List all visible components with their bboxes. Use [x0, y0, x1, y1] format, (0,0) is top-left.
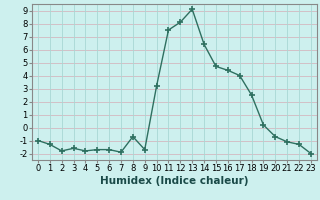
X-axis label: Humidex (Indice chaleur): Humidex (Indice chaleur)	[100, 176, 249, 186]
